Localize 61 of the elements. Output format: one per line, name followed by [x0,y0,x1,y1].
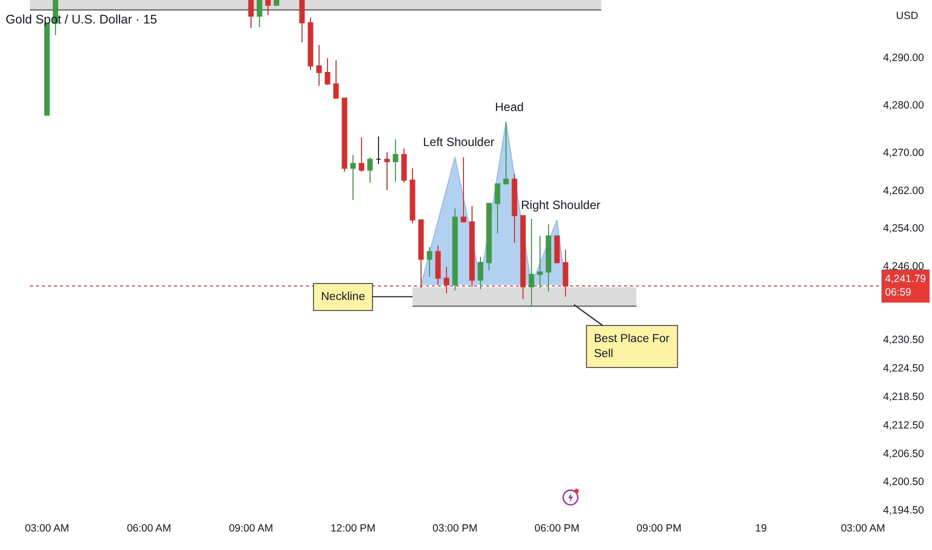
y-tick-label: 4,262.00 [883,184,924,197]
y-tick-label: 4,218.50 [883,390,924,403]
candlestick [358,136,364,172]
x-tick-label: 03:00 PM [432,522,478,535]
x-tick-label: 19 [755,522,767,535]
annotation: Right Shoulder [521,198,600,212]
candlestick [376,136,382,164]
x-tick-label: 03:00 AM [24,522,70,535]
x-tick-label: 12:00 PM [330,522,376,535]
y-axis-title: USD [896,10,919,22]
candlestick [435,245,441,286]
candlestick [546,224,552,292]
candlestick [452,208,458,292]
x-tick-label: 06:00 PM [534,522,580,535]
y-tick-label: 4,224.50 [883,362,924,374]
candlestick [554,236,560,264]
candlestick [503,121,509,184]
ref-line-label: 4,241.79 06:59 [885,273,926,299]
candlestick [528,218,534,308]
candlestick [384,152,390,191]
y-tick-label: 4,212.50 [883,419,924,432]
annotation: Left Shoulder [423,135,494,149]
annotation: Best Place For Sell [594,333,670,360]
candlestick [299,0,305,43]
candlestick [486,202,492,271]
candlestick [392,138,398,182]
y-tick-label: 4,246.00 [883,260,924,273]
y-tick-label: 4,270.00 [883,146,924,159]
candlestick [333,60,339,100]
candlestick [562,249,568,298]
candlestick [512,173,518,244]
candlestick [520,215,526,300]
annotation: Head [495,100,524,114]
candlestick [342,98,348,172]
y-tick-label: 4,280.00 [883,99,924,112]
candlestick [324,58,330,86]
candlestick [444,266,450,294]
y-tick-label: 4,290.00 [883,52,924,64]
candlestick [478,256,484,290]
x-tick-label: 06:00 AM [126,522,172,535]
x-tick-label: 09:00 PM [636,522,682,535]
candlestick [469,206,475,288]
candlestick [316,44,322,86]
y-tick-label: 4,206.50 [883,448,924,460]
candlestick [401,148,407,183]
y-tick-label: 4,194.50 [883,504,924,517]
annotation: Neckline [321,291,366,303]
y-tick-label: 4,230.50 [883,334,924,346]
x-tick-label: 09:00 AM [228,522,274,535]
y-tick-label: 4,200.50 [883,476,924,488]
candlestick [426,246,432,278]
candlestick [418,219,424,289]
y-tick-label: 4,254.00 [883,222,924,235]
candlestick [537,236,543,289]
candlestick [308,17,314,71]
x-tick-label: 03:00 AM [840,522,886,535]
candlestick [367,156,373,183]
candlestick [410,168,416,224]
candlestick [494,183,500,234]
candlestick [460,156,466,222]
candlestick [350,154,356,201]
